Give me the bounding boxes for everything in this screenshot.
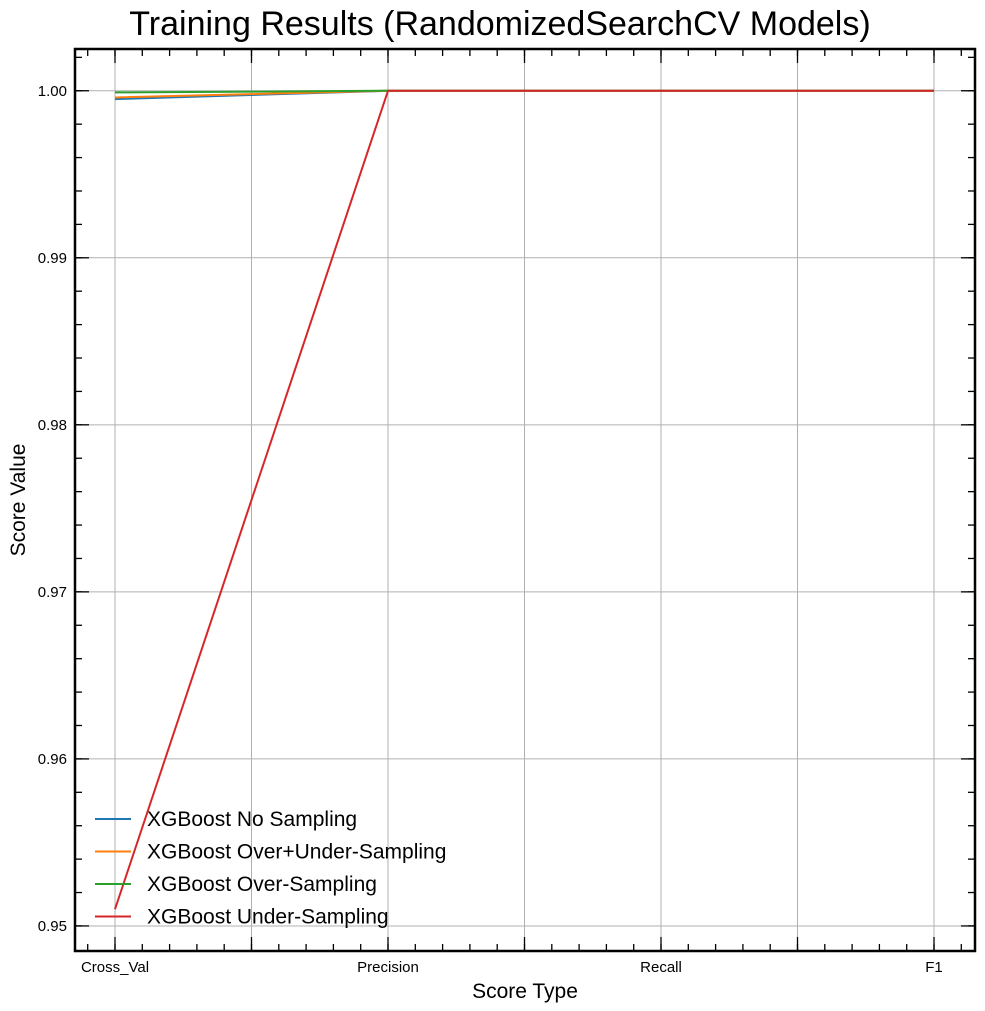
legend-entry: XGBoost Under-Sampling xyxy=(147,906,389,929)
y-tick-label: 1.00 xyxy=(38,83,67,100)
x-axis-label: Score Type xyxy=(472,980,578,1003)
y-axis-label: Score Value xyxy=(7,444,30,557)
y-tick-label: 0.99 xyxy=(38,250,67,267)
y-tick-label: 0.97 xyxy=(38,584,67,601)
y-tick-label: 0.98 xyxy=(38,417,67,434)
plot-frame xyxy=(73,47,977,953)
legend: XGBoost No Sampling XGBoost Over+Under-Sa… xyxy=(95,808,446,929)
x-tick-label: Precision xyxy=(357,959,419,976)
legend-entry: XGBoost Over+Under-Sampling xyxy=(147,841,446,864)
x-tick-labels: Cross_Val Precision Recall F1 xyxy=(81,959,943,976)
series-layer xyxy=(114,89,934,910)
y-tick-label: 0.95 xyxy=(38,918,67,935)
x-tick-label: F1 xyxy=(925,959,943,976)
y-tick-label: 0.96 xyxy=(38,751,67,768)
chart-title: Training Results (RandomizedSearchCV Mod… xyxy=(129,5,870,43)
x-tick-label: Recall xyxy=(640,959,682,976)
legend-entry: XGBoost No Sampling xyxy=(147,808,357,831)
x-tick-label: Cross_Val xyxy=(81,959,149,976)
series-line xyxy=(114,89,934,910)
legend-entry: XGBoost Over-Sampling xyxy=(147,873,377,896)
y-tick-labels: 0.95 0.96 0.97 0.98 0.99 1.00 xyxy=(38,83,67,935)
